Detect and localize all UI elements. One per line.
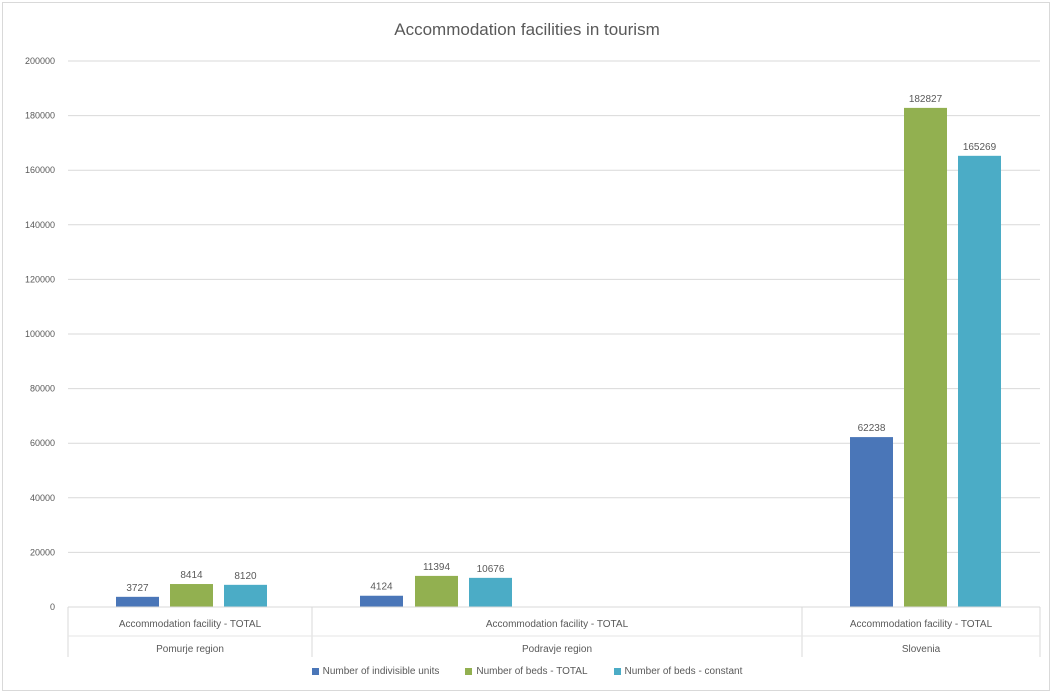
bar — [224, 584, 267, 607]
legend-swatch-units — [311, 668, 319, 675]
bar — [958, 155, 1001, 608]
data-label: 62238 — [858, 423, 886, 434]
legend-label-units: Number of indivisible units — [322, 666, 440, 677]
bar — [469, 577, 512, 607]
bar — [116, 596, 159, 607]
data-label: 4124 — [370, 582, 393, 593]
data-label: 165269 — [963, 142, 997, 153]
y-tick-label: 180000 — [25, 111, 55, 121]
legend-label-beds-constant: Number of beds - constant — [624, 666, 743, 677]
legend-swatch-beds-total — [465, 668, 473, 675]
data-label: 182827 — [909, 94, 943, 105]
y-tick-label: 120000 — [25, 274, 55, 284]
x-category-label: Accommodation facility - TOTAL — [119, 619, 262, 630]
x-region-label: Slovenia — [902, 644, 941, 655]
x-category-label: Accommodation facility - TOTAL — [486, 619, 629, 630]
y-tick-label: 60000 — [30, 438, 55, 448]
data-label: 11394 — [423, 562, 451, 573]
bar — [170, 584, 213, 607]
y-tick-label: 0 — [50, 602, 55, 612]
bar — [904, 107, 947, 607]
legend-item-beds-total: Number of beds - TOTAL — [465, 666, 588, 677]
legend-label-beds-total: Number of beds - TOTAL — [476, 666, 588, 677]
x-category-label: Accommodation facility - TOTAL — [850, 619, 993, 630]
legend-item-beds-constant: Number of beds - constant — [613, 666, 743, 677]
y-tick-label: 80000 — [30, 384, 55, 394]
y-tick-label: 140000 — [25, 220, 55, 230]
legend-item-units: Number of indivisible units — [311, 666, 440, 677]
data-label: 8120 — [234, 571, 257, 582]
data-label: 3727 — [126, 583, 149, 594]
y-tick-label: 40000 — [30, 493, 55, 503]
y-tick-label: 200000 — [25, 56, 55, 66]
chart-title: Accommodation facilities in tourism — [394, 20, 660, 39]
bar — [850, 437, 893, 607]
data-label: 10676 — [477, 564, 505, 575]
legend-swatch-beds-constant — [613, 668, 621, 675]
y-tick-label: 20000 — [30, 547, 55, 557]
legend: Number of indivisible units Number of be… — [0, 666, 1054, 677]
data-label: 8414 — [180, 570, 203, 581]
bar — [360, 595, 403, 607]
y-tick-label: 100000 — [25, 329, 55, 339]
x-region-label: Podravje region — [522, 644, 592, 655]
y-tick-label: 160000 — [25, 165, 55, 175]
bar — [415, 575, 458, 607]
x-region-label: Pomurje region — [156, 644, 224, 655]
